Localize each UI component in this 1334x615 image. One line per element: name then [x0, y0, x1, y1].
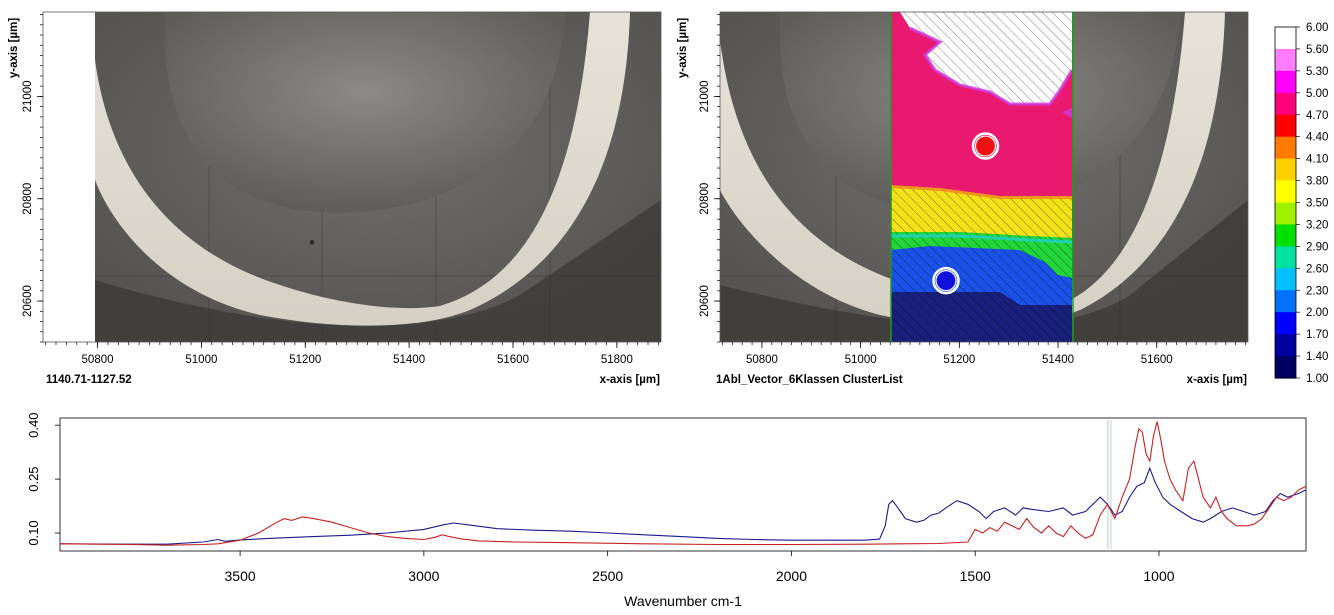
red-marker-ring [971, 132, 1000, 160]
colorbar-label: 3.80 [1306, 176, 1328, 188]
right-map-x-tick-label: 51200 [943, 354, 975, 366]
colorbar-swatch [1275, 136, 1296, 160]
red-marker[interactable] [974, 135, 997, 157]
colorbar-label: 2.60 [1306, 263, 1328, 275]
spectrum-x-tick-label: 3000 [408, 568, 439, 584]
colorbar-label: 2.90 [1306, 241, 1328, 253]
left-micrograph-image [43, 12, 661, 342]
spectrum-x-axis-label: Wavenumber cm-1 [624, 593, 742, 609]
colorbar-label: 2.30 [1306, 285, 1328, 297]
right-cluster-map-panel[interactable]: 50800 51000 51200 51400 51600 20600 20800 2100… [677, 11, 1249, 386]
colorbar-swatch [1275, 48, 1296, 72]
colorbar-swatch [1275, 356, 1296, 379]
colorbar-swatch [1275, 268, 1296, 291]
right-map-y-axis-label: y-axis [µm] [677, 18, 689, 78]
colorbar-label: 6.00 [1306, 22, 1328, 34]
right-map-y-tick-label: 20600 [699, 285, 711, 317]
spectrum-series [59, 421, 1307, 546]
left-map-x-tick-label: 51000 [185, 354, 217, 366]
colorbar-label: 1.70 [1306, 329, 1328, 341]
left-map-x-tick-label: 51200 [289, 354, 321, 366]
colorbar-swatch [1275, 27, 1296, 50]
spectrum-series-line-2 [59, 421, 1307, 546]
cluster-overlay-strip [890, 12, 1074, 342]
colorbar-label: 1.40 [1306, 351, 1328, 363]
right-map-x-tick-label: 51600 [1141, 354, 1173, 366]
colorbar-swatch [1275, 92, 1296, 116]
spectrum-x-tick-label: 1000 [1143, 568, 1174, 584]
spectrum-x-ticks: 3500 3000 2500 2000 1500 1000 [225, 551, 1175, 584]
spectrum-x-tick-label: 2000 [776, 568, 807, 584]
colorbar-label: 5.60 [1306, 44, 1328, 56]
left-map-caption: 1140.71-1127.52 [46, 374, 132, 386]
right-map-caption: 1Abl_Vector_6Klassen ClusterList [716, 374, 903, 386]
left-map-y-axis-label: y-axis [µm] [8, 18, 20, 78]
colorbar-label: 4.40 [1306, 132, 1328, 144]
spectrum-y-tick-label: 0.25 [26, 466, 41, 491]
left-map-x-tick-label: 51800 [601, 354, 633, 366]
spectrum-chart[interactable]: 3500 3000 2500 2000 1500 1000 0.10 0.25 0.40 Wa… [26, 413, 1307, 609]
right-map-x-ticks: 50800 51000 51200 51400 51600 [722, 342, 1246, 366]
colorbar-swatch [1275, 202, 1296, 226]
left-micrograph-panel[interactable]: 50800 51000 51200 51400 51600 51800 20600 2080… [8, 11, 662, 386]
right-map-x-tick-label: 50800 [746, 354, 778, 366]
right-map-y-ticks: 20600 20800 21000 [699, 14, 720, 343]
left-map-y-tick-label: 20600 [22, 285, 34, 317]
colorbar-label: 4.10 [1306, 154, 1328, 166]
left-map-y-ticks: 20600 20800 21000 [22, 14, 43, 343]
blue-marker[interactable] [935, 270, 957, 292]
colorbar-swatch [1275, 334, 1296, 357]
left-map-x-axis-label: x-axis [µm] [600, 374, 660, 386]
colorbar-swatch [1275, 114, 1296, 138]
left-map-x-tick-label: 51400 [393, 354, 425, 366]
right-map-x-tick-label: 51000 [845, 354, 877, 366]
colorbar-label: 2.00 [1306, 307, 1328, 319]
spectrum-y-ticks: 0.10 0.25 0.40 [26, 413, 60, 546]
blue-marker-ring [932, 266, 960, 295]
colorbar-swatches [1275, 27, 1296, 379]
colorbar-label: 5.00 [1306, 88, 1328, 100]
right-map-x-axis-label: x-axis [µm] [1187, 374, 1247, 386]
spectrum-y-tick-label: 0.10 [26, 520, 41, 545]
left-map-frame [42, 11, 662, 343]
right-map-y-tick-label: 21000 [699, 80, 711, 112]
spectrum-y-tick-label: 0.40 [26, 413, 41, 438]
colorbar-label: 4.70 [1306, 110, 1328, 122]
right-map-frame [719, 11, 1249, 343]
colorbar-label: 5.30 [1306, 66, 1328, 78]
spectrum-x-tick-label: 2500 [592, 568, 623, 584]
colorbar-swatch [1275, 224, 1296, 247]
spectrum-plot-area [59, 417, 1307, 552]
colorbar-label: 3.50 [1306, 198, 1328, 210]
spectrum-x-tick-label: 1500 [960, 568, 991, 584]
left-map-y-tick-label: 20800 [22, 183, 34, 215]
colorbar-swatch [1275, 312, 1296, 335]
colorbar-swatch [1275, 246, 1296, 269]
colorbar-swatch [1275, 158, 1296, 182]
right-map-x-tick-label: 51400 [1042, 354, 1074, 366]
left-map-x-tick-label: 51600 [497, 354, 529, 366]
colorbar-label: 3.20 [1306, 219, 1328, 231]
colorbar-swatch [1275, 180, 1296, 204]
right-map-markers[interactable] [932, 132, 1000, 295]
colorbar-labels: 6.00 5.60 5.30 5.00 4.70 4.40 4.10 3.80 3.50 3.20… [1296, 22, 1328, 385]
colorbar-swatch [1275, 70, 1296, 94]
spectrum-x-tick-label: 3500 [225, 568, 256, 584]
left-map-y-tick-label: 21000 [22, 80, 34, 112]
left-map-dark-spot [309, 239, 315, 245]
colorbar-swatch [1275, 290, 1296, 313]
left-map-x-tick-label: 50800 [82, 354, 114, 366]
left-map-x-ticks: 50800 51000 51200 51400 51600 51800 [45, 342, 659, 366]
colorbar: 6.00 5.60 5.30 5.00 4.70 4.40 4.10 3.80 3.50 3.20… [1274, 22, 1328, 385]
colorbar-label: 1.00 [1306, 373, 1328, 385]
spectrum-series-line-1 [59, 466, 1307, 545]
right-map-y-tick-label: 20800 [699, 183, 711, 215]
